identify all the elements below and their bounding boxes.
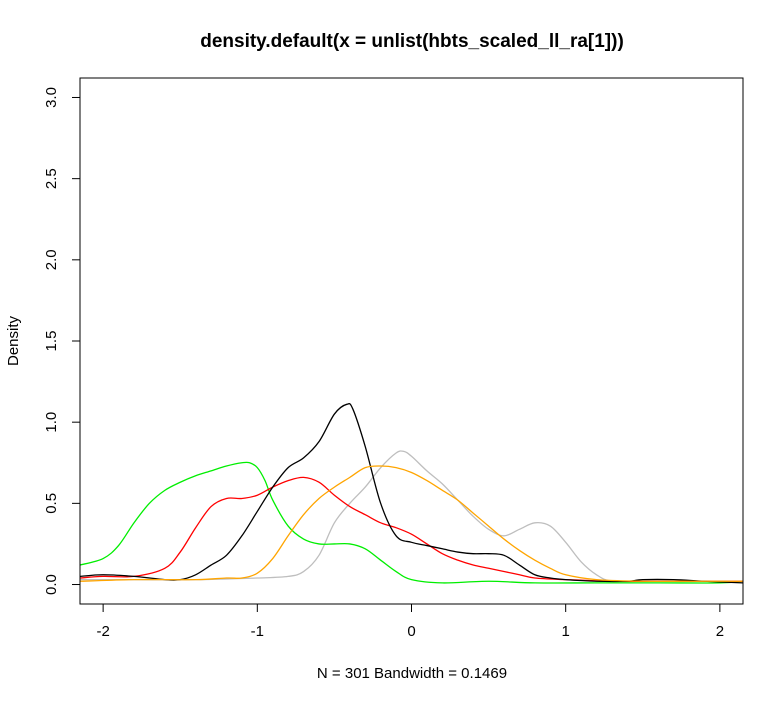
chart-title: density.default(x = unlist(hbts_scaled_l… <box>200 31 624 52</box>
density-line-2 <box>80 461 743 584</box>
x-tick-label: -1 <box>251 623 264 640</box>
x-axis: -2 -1 0 1 2 <box>96 604 724 640</box>
density-line-5 <box>80 465 743 583</box>
plot-frame <box>79 77 744 605</box>
y-tick-label: 2.0 <box>43 249 60 270</box>
x-tick-label: 2 <box>716 623 724 640</box>
y-tick-label: 1.0 <box>43 412 60 433</box>
y-tick-label: 0.5 <box>43 493 60 514</box>
y-tick-label: 3.0 <box>43 87 60 108</box>
y-tick-label: 0.0 <box>43 574 60 595</box>
y-tick-label: 2.5 <box>43 168 60 189</box>
y-tick-label: 1.5 <box>43 331 60 352</box>
x-tick-label: 1 <box>562 623 570 640</box>
density-line-3 <box>80 476 743 583</box>
y-axis: 0.0 0.5 1.0 1.5 2.0 2.5 3.0 <box>43 87 80 595</box>
x-tick-label: 0 <box>407 623 415 640</box>
x-tick-label: -2 <box>96 623 109 640</box>
density-line-1 <box>80 450 743 583</box>
y-axis-label: Density <box>5 315 22 366</box>
density-line-4 <box>80 402 743 584</box>
series-layer <box>80 402 743 584</box>
x-axis-label: N = 301 Bandwidth = 0.1469 <box>317 665 507 682</box>
